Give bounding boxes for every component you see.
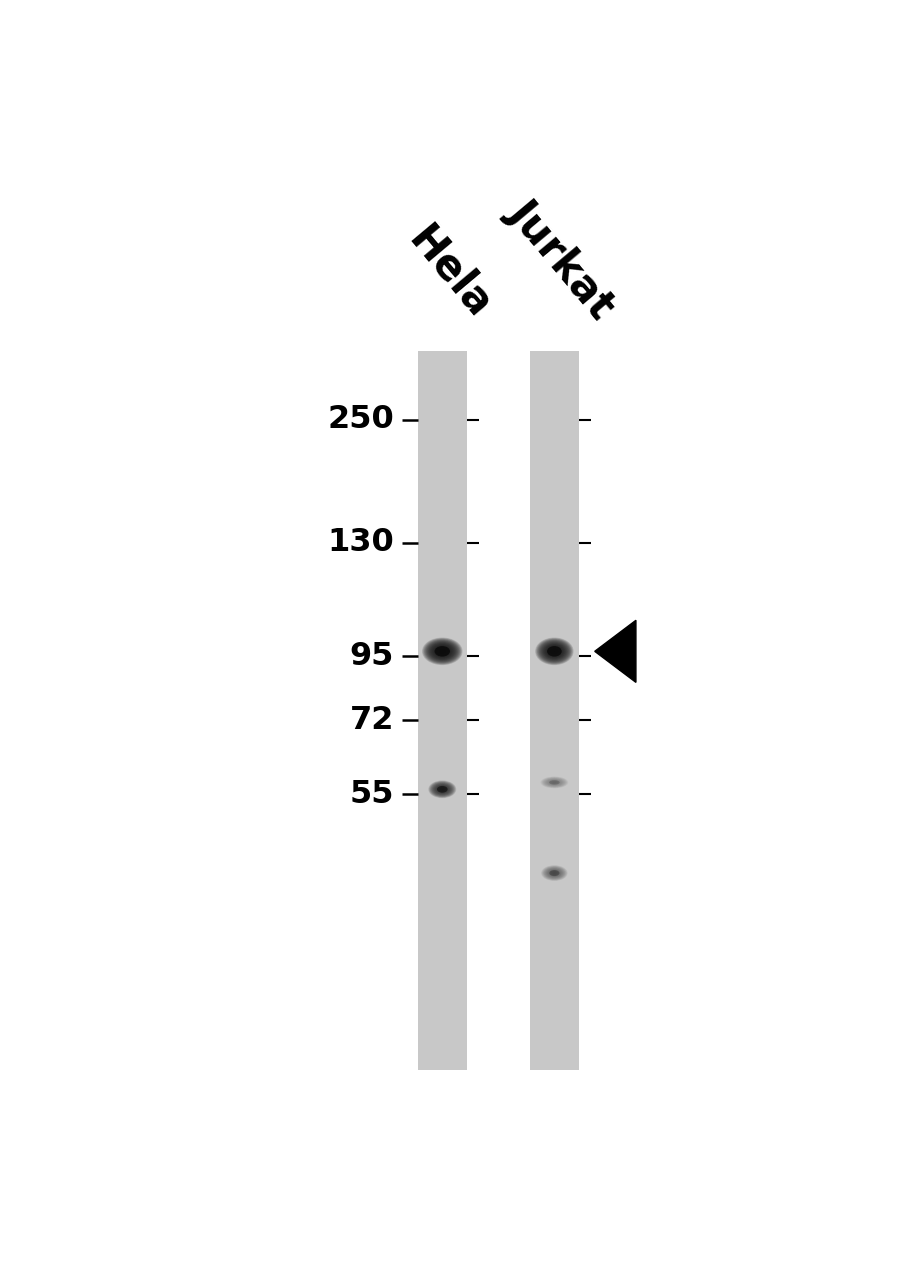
Ellipse shape [537,640,571,663]
Ellipse shape [432,644,452,658]
Ellipse shape [538,640,569,662]
Polygon shape [594,621,635,682]
Ellipse shape [540,641,568,662]
Ellipse shape [429,781,455,797]
Ellipse shape [539,641,569,662]
Ellipse shape [434,646,450,657]
Ellipse shape [430,643,454,659]
Text: Jurkat: Jurkat [499,191,622,326]
Ellipse shape [433,645,452,658]
Ellipse shape [431,782,452,796]
Text: 95: 95 [349,641,394,672]
Ellipse shape [543,644,564,659]
Text: 250: 250 [327,404,394,435]
Ellipse shape [428,641,456,660]
Ellipse shape [425,640,458,662]
Ellipse shape [540,641,567,660]
Ellipse shape [548,781,559,785]
Ellipse shape [424,639,460,664]
Ellipse shape [425,640,459,663]
Ellipse shape [423,637,461,664]
Ellipse shape [432,783,452,796]
Ellipse shape [431,644,453,659]
Ellipse shape [535,639,572,664]
Ellipse shape [429,643,454,660]
Ellipse shape [423,639,461,664]
Text: 55: 55 [349,778,394,810]
Ellipse shape [546,646,561,657]
Ellipse shape [535,637,573,666]
Ellipse shape [430,782,454,797]
Ellipse shape [429,781,454,797]
Ellipse shape [427,641,457,662]
Ellipse shape [433,783,452,795]
Text: 130: 130 [327,527,394,558]
Ellipse shape [541,643,566,660]
Ellipse shape [426,641,457,662]
Ellipse shape [428,781,455,797]
Ellipse shape [549,870,559,876]
Ellipse shape [431,644,452,659]
Ellipse shape [428,643,455,660]
Ellipse shape [542,643,566,660]
Ellipse shape [536,639,571,664]
Ellipse shape [535,637,573,664]
Bar [417,351,466,1070]
Ellipse shape [430,782,453,796]
Ellipse shape [422,637,462,666]
Ellipse shape [428,781,456,799]
Ellipse shape [432,783,452,796]
Ellipse shape [542,643,565,659]
Bar [529,351,578,1070]
Ellipse shape [545,644,563,658]
Text: Hela: Hela [399,219,498,326]
Ellipse shape [436,786,447,792]
Ellipse shape [537,640,570,663]
Ellipse shape [545,645,563,658]
Ellipse shape [544,644,564,659]
Ellipse shape [431,782,453,796]
Ellipse shape [424,640,460,663]
Text: 72: 72 [349,705,394,736]
